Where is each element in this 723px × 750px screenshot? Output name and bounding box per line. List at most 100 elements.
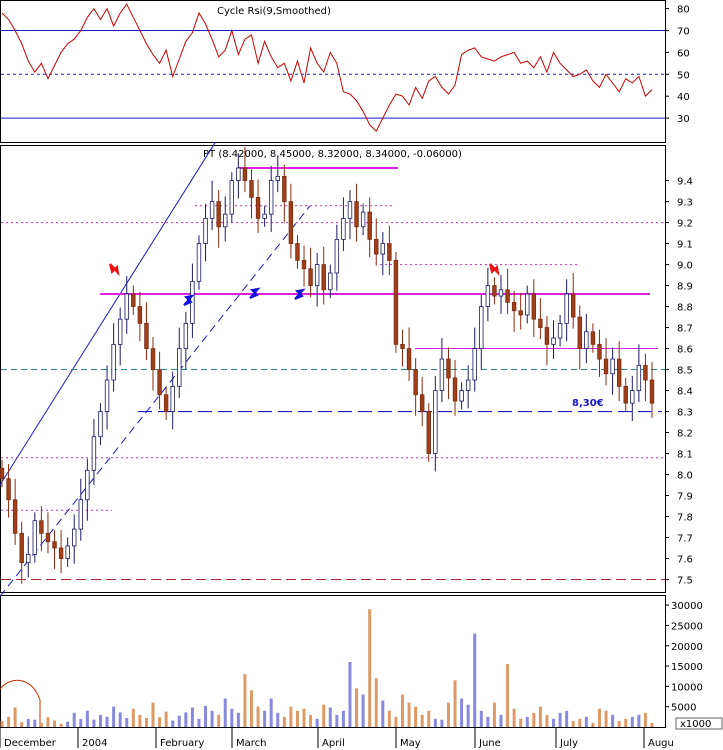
candle xyxy=(452,377,458,402)
candle xyxy=(472,348,477,381)
volume-bar xyxy=(473,633,477,727)
price-tick-label: 8.3 xyxy=(677,408,693,419)
volume-bar xyxy=(236,712,240,727)
volume-tick-label: 10000 xyxy=(671,682,703,693)
volume-bar xyxy=(611,714,615,727)
volume-tick-label: 25000 xyxy=(671,621,703,632)
candle xyxy=(32,520,38,555)
rsi-tick-label: 40 xyxy=(677,92,690,103)
x-tick-label: February xyxy=(160,738,204,749)
support-annotation: 8,30€ xyxy=(572,398,604,409)
candle xyxy=(610,358,615,375)
volume-bar xyxy=(401,694,405,727)
volume-tick-label: 15000 xyxy=(671,662,703,673)
volume-bar xyxy=(624,718,628,727)
volume-bar xyxy=(328,707,332,727)
volume-bar xyxy=(355,688,359,727)
volume-tick-label: 20000 xyxy=(671,642,703,653)
candle xyxy=(564,293,569,324)
candle xyxy=(465,379,471,391)
volume-bar xyxy=(499,714,503,727)
volume-bar xyxy=(0,720,4,727)
volume-bar xyxy=(138,714,142,727)
price-tick-label: 8.8 xyxy=(677,303,693,314)
candle xyxy=(413,369,418,396)
volume-layer xyxy=(0,609,654,727)
volume-unit-box xyxy=(675,717,723,730)
candle xyxy=(597,343,602,360)
volume-bar xyxy=(249,690,253,727)
candle xyxy=(58,547,64,559)
candle xyxy=(433,390,438,454)
candle xyxy=(328,272,333,291)
candle xyxy=(255,196,261,219)
candle xyxy=(117,318,123,345)
volume-bar xyxy=(79,718,83,727)
candle xyxy=(216,201,221,228)
price-tick-label: 8.6 xyxy=(677,345,693,356)
volume-bar xyxy=(85,710,89,727)
volume-bar xyxy=(538,706,542,727)
volume-bar xyxy=(144,718,148,727)
volume-bar xyxy=(407,702,411,727)
volume-bar xyxy=(315,718,319,727)
price-tick-label: 7.5 xyxy=(677,576,693,587)
candle xyxy=(511,301,517,312)
candle xyxy=(531,293,537,320)
candle xyxy=(242,167,248,181)
candle xyxy=(426,411,431,454)
candle xyxy=(301,259,307,270)
volume-bar xyxy=(276,712,280,727)
candle xyxy=(636,364,642,391)
volume-bar xyxy=(427,710,431,727)
rsi-tick-label: 70 xyxy=(677,26,690,37)
volume-bar xyxy=(230,708,234,727)
candle xyxy=(334,238,340,274)
price-tick-label: 8.4 xyxy=(677,387,693,398)
volume-bar xyxy=(118,712,122,727)
price-tick-label: 9.1 xyxy=(677,240,693,251)
volume-bar xyxy=(571,720,575,727)
candle xyxy=(98,411,103,438)
volume-bar xyxy=(256,706,260,727)
volume-bar xyxy=(59,723,63,727)
volume-bar xyxy=(151,702,155,727)
candle xyxy=(367,211,372,240)
candle xyxy=(616,358,622,387)
volume-bar xyxy=(282,716,286,727)
candle xyxy=(177,348,182,387)
price-tick-label: 7.6 xyxy=(677,555,693,566)
candle xyxy=(144,322,149,349)
x-tick-label: July xyxy=(559,738,578,749)
rsi-line xyxy=(1,3,653,133)
candle xyxy=(209,201,215,219)
candle xyxy=(406,348,412,370)
volume-bar xyxy=(381,700,385,727)
price-tick-label: 8.2 xyxy=(677,429,693,440)
indicator-panel xyxy=(0,0,666,143)
price-tick-label: 9.4 xyxy=(677,177,693,188)
candle xyxy=(459,390,464,402)
volume-bar xyxy=(309,714,313,727)
candle xyxy=(544,327,550,345)
volume-bar xyxy=(190,707,194,727)
candle xyxy=(229,180,235,215)
candle xyxy=(170,385,175,412)
volume-bar xyxy=(295,710,299,727)
rsi-tick-label: 50 xyxy=(677,70,690,81)
price-layer xyxy=(0,142,665,597)
candle xyxy=(91,436,97,471)
candle xyxy=(6,478,11,501)
candle xyxy=(387,243,392,261)
price-tick-label: 8.0 xyxy=(677,471,693,482)
volume-bar xyxy=(519,718,523,727)
red-arrow-icon xyxy=(109,263,120,277)
candle xyxy=(137,306,143,324)
price-tick-label: 9.2 xyxy=(677,219,693,230)
candle xyxy=(360,211,366,228)
candle xyxy=(393,259,399,345)
candle xyxy=(0,467,5,480)
volume-bar xyxy=(39,722,43,727)
candle xyxy=(111,343,116,381)
